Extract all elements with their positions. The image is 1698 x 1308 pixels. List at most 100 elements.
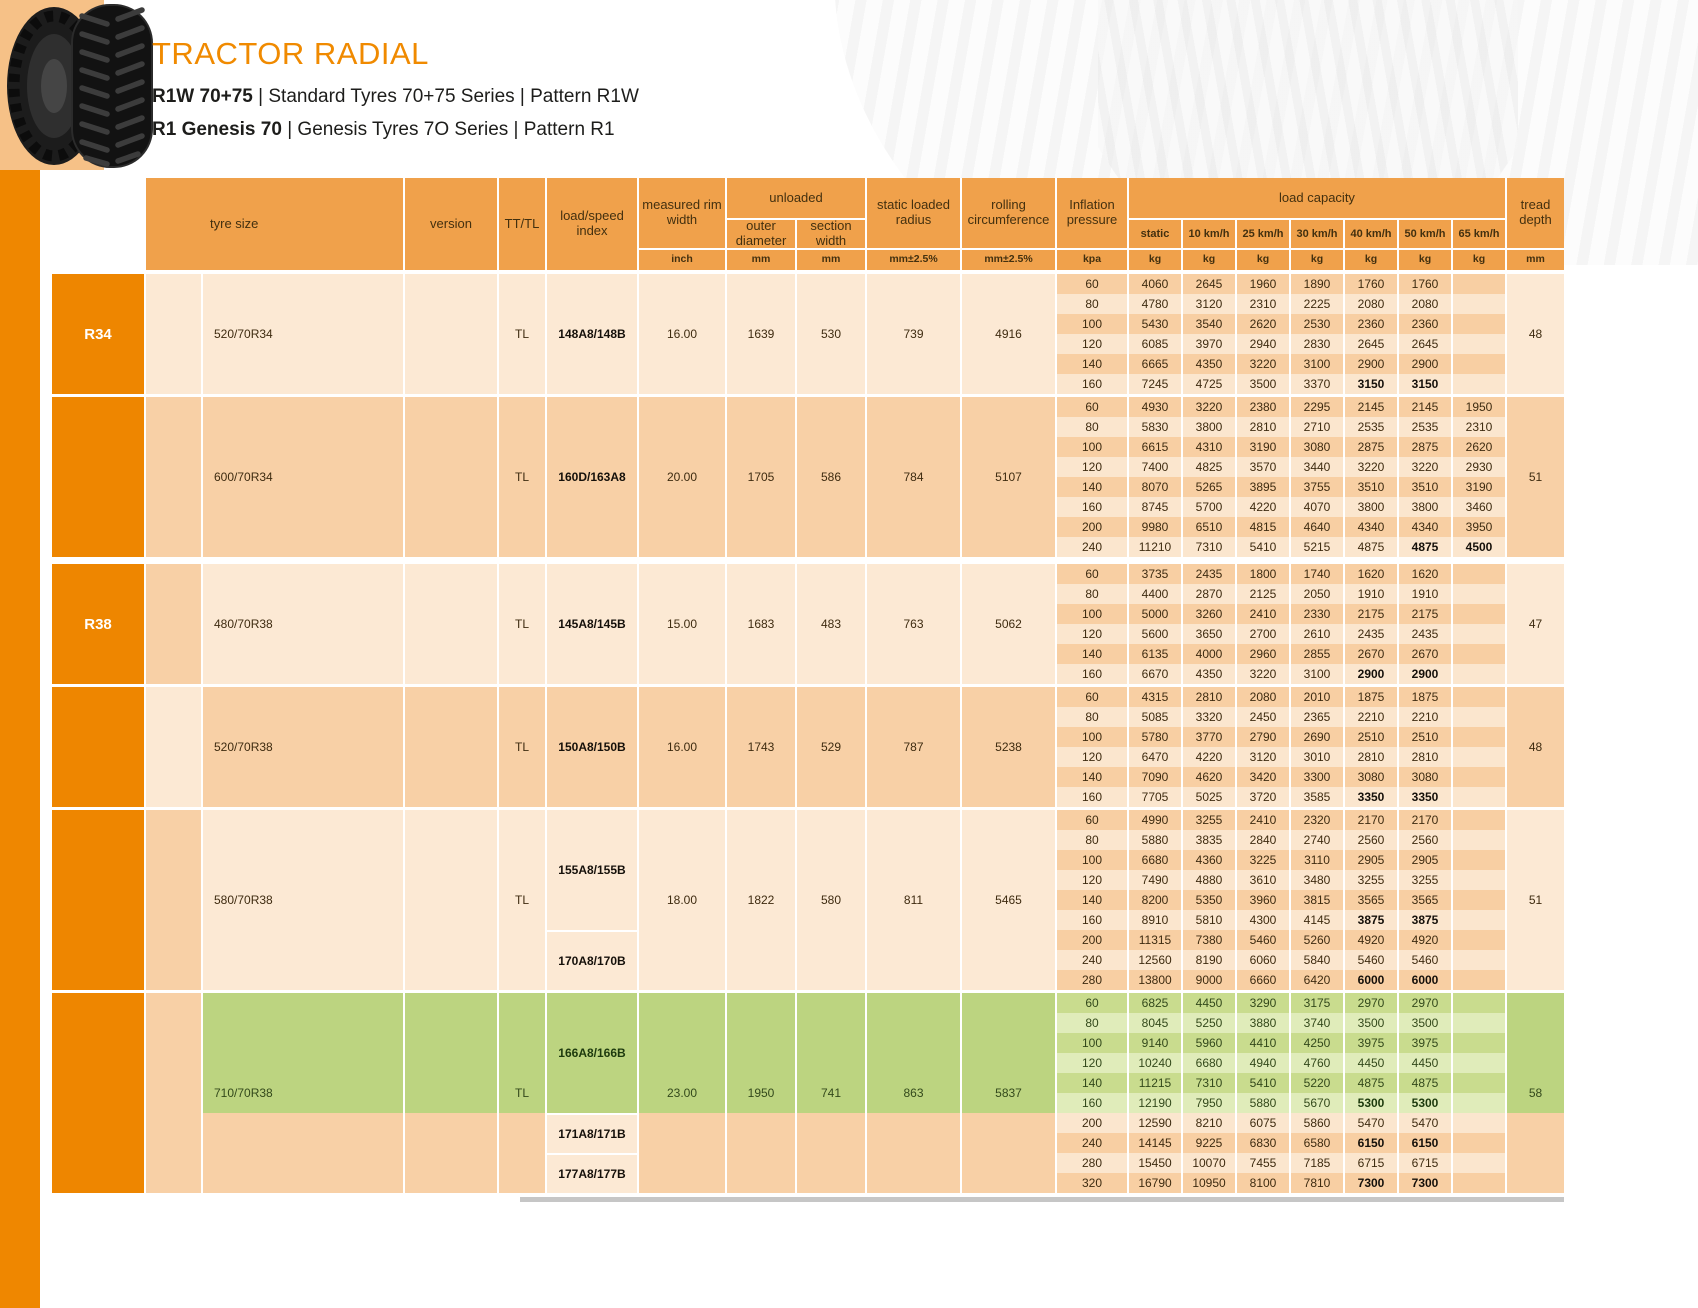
tyre-group-520/70R34: R34 520/70R34 TL 148A8/148B 16.00 1639 530 739 4… [52,274,1564,394]
load-value-cell: 3255 [1399,870,1451,890]
section-width-cell: 586 [797,397,865,557]
rolling-circumference-cell: 5107 [962,397,1055,557]
unit-rim-inch: inch [639,250,725,270]
load-value-cell: 1760 [1345,274,1397,294]
inflation-pressure-cell: 140 [1057,644,1127,664]
load-value-cell: 2960 [1237,644,1289,664]
load-value-cell: 11210 [1129,537,1181,557]
load-value-cell: 7490 [1129,870,1181,890]
load-value-cell: 5265 [1183,477,1235,497]
load-value-cell: 9140 [1129,1033,1181,1053]
load-value-cell: 2970 [1345,993,1397,1013]
inflation-pressure-cell: 240 [1057,537,1127,557]
load-value-cell: 4350 [1183,664,1235,684]
load-value-cell: 6615 [1129,437,1181,457]
inflation-pressure-cell: 160 [1057,664,1127,684]
load-value-cell: 2870 [1183,584,1235,604]
load-value-cell: 3290 [1237,993,1289,1013]
tread-depth-cell: 47 [1507,564,1564,684]
load-value-cell: 3800 [1183,417,1235,437]
inflation-pressure-cell: 160 [1057,497,1127,517]
load-value-cell: 10240 [1129,1053,1181,1073]
load-value-cell: 3220 [1183,397,1235,417]
load-value-cell: 4310 [1183,437,1235,457]
load-value-cell: 4250 [1291,1033,1343,1053]
load-value-cell: 5260 [1291,930,1343,950]
unit-section-mm: mm [797,250,865,270]
load-value-cell: 2810 [1345,747,1397,767]
load-value-cell: 2360 [1345,314,1397,334]
unit-tread-mm: mm [1507,250,1564,270]
col-header-speed-10: 10 km/h [1183,220,1235,248]
col-header-rolling-circumference: rolling circumference [962,178,1055,248]
tread-depth-cell: 58 [1507,993,1564,1193]
group-strip [146,810,201,990]
load-value-cell: 4410 [1237,1033,1289,1053]
load-value-cell: 2830 [1291,334,1343,354]
load-value-cell: 6680 [1183,1053,1235,1073]
load-value-cell [1453,1093,1505,1113]
tyre-group-480/70R38: R38 480/70R38 TL 145A8/145B 15.00 1683 483 763 5… [52,564,1564,684]
load-value-cell: 5700 [1183,497,1235,517]
load-value-cell: 7400 [1129,457,1181,477]
load-value-cell [1453,707,1505,727]
load-value-cell: 2900 [1345,664,1397,684]
load-value-cell: 3120 [1237,747,1289,767]
load-value-cell: 2645 [1183,274,1235,294]
inflation-pressure-cell: 120 [1057,747,1127,767]
load-value-cell [1453,787,1505,807]
load-value-cell: 4725 [1183,374,1235,394]
load-value-cell: 2210 [1399,707,1451,727]
outer-diameter-cell: 1639 [727,274,795,394]
load-value-cell: 2530 [1291,314,1343,334]
load-value-cell: 2620 [1453,437,1505,457]
load-value-cell: 5000 [1129,604,1181,624]
load-value-cell: 2310 [1237,294,1289,314]
load-value-cell: 8745 [1129,497,1181,517]
load-value-cell: 1960 [1237,274,1289,294]
col-header-speed-40: 40 km/h [1345,220,1397,248]
load-value-cell: 6825 [1129,993,1181,1013]
load-value-cell: 6420 [1291,970,1343,990]
pattern-name-r1w: R1W 70+75 [152,86,253,107]
load-value-cell: 5220 [1291,1073,1343,1093]
inflation-pressure-cell: 80 [1057,294,1127,314]
col-header-speed-65: 65 km/h [1453,220,1505,248]
load-value-cell: 5860 [1291,1113,1343,1133]
load-value-cell: 2930 [1453,457,1505,477]
load-value-cell: 5410 [1237,537,1289,557]
load-value-cell [1453,687,1505,707]
rolling-circumference-cell: 5238 [962,687,1055,807]
load-value-cell: 5410 [1237,1073,1289,1093]
static-radius-cell: 811 [867,810,960,990]
load-value-cell: 2855 [1291,644,1343,664]
load-value-cell: 3080 [1291,437,1343,457]
load-value-cell [1453,910,1505,930]
tt-tl-cell: TL [499,810,545,990]
load-value-cell: 4815 [1237,517,1289,537]
load-value-cell: 2080 [1399,294,1451,314]
load-value-cell [1453,624,1505,644]
load-value-cell: 1620 [1399,564,1451,584]
load-value-cell: 3150 [1399,374,1451,394]
col-header-speed-static: static [1129,220,1181,248]
load-value-cell: 8210 [1183,1113,1235,1133]
load-value-cell: 6000 [1399,970,1451,990]
load-value-cell [1453,850,1505,870]
load-value-cell: 5430 [1129,314,1181,334]
inflation-pressure-cell: 60 [1057,687,1127,707]
load-value-cell: 3080 [1345,767,1397,787]
load-value-cell: 11215 [1129,1073,1181,1093]
inflation-pressure-cell: 240 [1057,1133,1127,1153]
title-block: TRACTOR RADIAL R1W 70+75 | Standard Tyre… [152,36,639,152]
tt-tl-cell: TL [499,687,545,807]
load-value-cell [1453,810,1505,830]
inflation-pressure-cell: 80 [1057,1013,1127,1033]
load-value-cell: 1760 [1399,274,1451,294]
load-value-cell: 3500 [1399,1013,1451,1033]
tt-tl-cell: TL [499,274,545,394]
load-value-cell: 3300 [1291,767,1343,787]
subtitle-1-rest: | Standard Tyres 70+75 Series | Pattern … [252,86,639,107]
rolling-circumference-cell: 5062 [962,564,1055,684]
tread-depth-cell: 51 [1507,810,1564,990]
